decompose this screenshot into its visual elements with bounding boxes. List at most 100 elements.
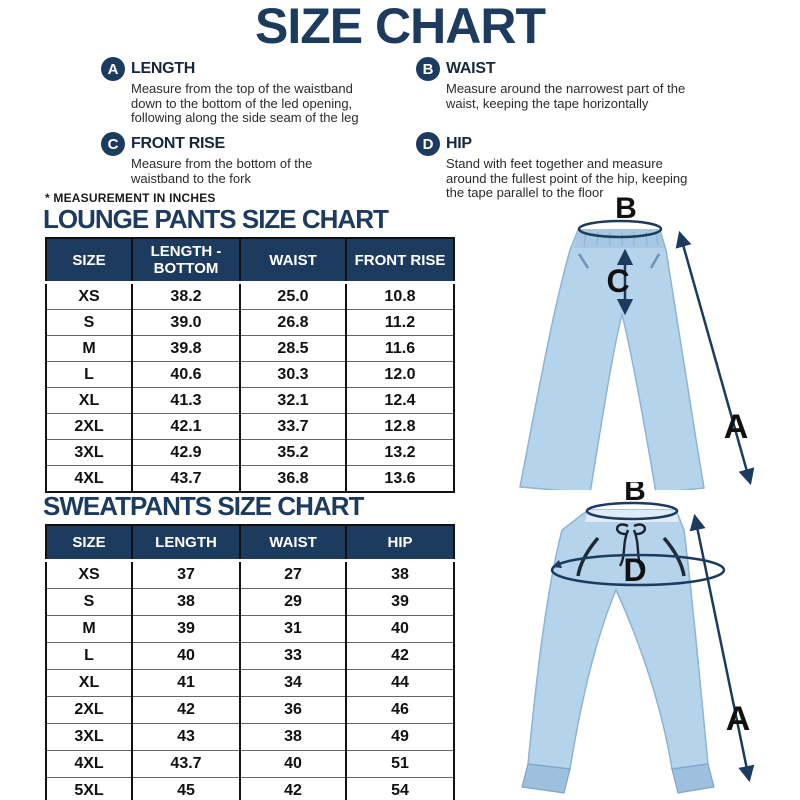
definition-desc: Measure around the narrowest part of the… (446, 81, 686, 111)
table-cell: 54 (345, 777, 454, 800)
table-cell: 38 (239, 723, 346, 751)
table-cell: 5XL (46, 777, 132, 800)
table-row: S 39.0 26.8 11.2 (46, 309, 454, 336)
waist-measure-ellipse (585, 501, 679, 521)
definition-hip: D HIP Stand with feet together and measu… (416, 132, 696, 201)
column-header: WAIST (239, 525, 346, 562)
table-cell: 42 (131, 696, 240, 724)
column-header: SIZE (46, 525, 132, 562)
waistband-gathers (583, 231, 659, 247)
table-cell: 31 (239, 615, 346, 643)
table-cell: M (46, 615, 132, 643)
table-row: XS 37 27 38 (46, 560, 454, 589)
table-row: XL 41 34 44 (46, 669, 454, 697)
page-title: SIZE CHART (255, 0, 546, 54)
label-waist-b: B (624, 482, 646, 507)
table-cell: 4XL (46, 750, 132, 778)
letter-badge-c: C (101, 132, 125, 156)
table-cell: 11.6 (345, 335, 454, 362)
table-cell: 10.8 (345, 282, 454, 310)
table-row: 4XL 43.7 40 51 (46, 750, 454, 778)
column-header: SIZE (46, 238, 132, 284)
table-cell: XL (46, 669, 132, 697)
table-header: SIZE LENGTH - BOTTOM WAIST FRONT RISE (46, 238, 454, 284)
table-row: S 38 29 39 (46, 588, 454, 616)
sweatpants-heading: SWEATPANTS SIZE CHART (43, 491, 364, 521)
table-cell: 40 (131, 642, 240, 670)
definition-desc: Measure from the bottom of the waistband… (131, 156, 313, 186)
hip-ellipse-arrowhead (552, 560, 562, 568)
definition-desc: Stand with feet together and measure aro… (446, 156, 688, 200)
table-cell: 44 (345, 669, 454, 697)
table-cell: 41 (131, 669, 240, 697)
letter-badge-d: D (416, 132, 440, 156)
table-cell: 3XL (46, 439, 132, 466)
drawstring (616, 523, 646, 571)
definition-term: FRONT RISE (131, 135, 225, 152)
table-cell: 33.7 (239, 413, 346, 440)
table-row: 2XL 42.1 33.7 12.8 (46, 413, 454, 440)
table-row: 4XL 43.7 36.8 13.6 (46, 465, 454, 492)
label-front-rise-c: C (606, 263, 629, 299)
table-cell: 49 (345, 723, 454, 751)
table-cell: 29 (239, 588, 346, 616)
table-cell: 38 (131, 588, 240, 616)
table-row: 2XL 42 36 46 (46, 696, 454, 724)
table-cell: 34 (239, 669, 346, 697)
table-cell: L (46, 361, 132, 388)
cuff-left (521, 763, 571, 794)
table-cell: 27 (239, 560, 346, 589)
sweatpants-size-table: SIZE LENGTH WAIST HIP XS 37 27 38 S 38 29 39 M 39 31 4… (45, 524, 455, 800)
table-cell: 39 (345, 588, 454, 616)
column-header: LENGTH - BOTTOM (131, 238, 240, 284)
table-cell: XS (46, 282, 132, 310)
table-cell: 2XL (46, 413, 132, 440)
table-cell: 43 (131, 723, 240, 751)
column-header: LENGTH (131, 525, 240, 562)
column-header: HIP (345, 525, 454, 562)
definition-desc: Measure from the top of the waistband do… (131, 81, 359, 125)
table-cell: 40.6 (131, 361, 240, 388)
units-note: * MEASUREMENT IN INCHES (45, 191, 216, 205)
table-cell: 40 (345, 615, 454, 643)
table-cell: 2XL (46, 696, 132, 724)
table-cell: 40 (239, 750, 346, 778)
length-arrow (689, 513, 755, 783)
table-cell: 39 (131, 615, 240, 643)
table-cell: 32.1 (239, 387, 346, 414)
table-cell: 38.2 (131, 282, 240, 310)
definition-length: A LENGTH Measure from the top of the wai… (101, 57, 381, 126)
table-cell: S (46, 588, 132, 616)
table-cell: 42.1 (131, 413, 240, 440)
label-length-a: A (724, 408, 749, 446)
table-row: XS 38.2 25.0 10.8 (46, 282, 454, 310)
label-length-a: A (726, 700, 751, 738)
pocket-slit-right (649, 253, 661, 269)
table-row: M 39 31 40 (46, 615, 454, 643)
table-cell: 46 (345, 696, 454, 724)
table-cell: 38 (345, 560, 454, 589)
table-row: L 40.6 30.3 12.0 (46, 361, 454, 388)
table-cell: 4XL (46, 465, 132, 492)
pocket-slit-left (577, 253, 590, 269)
table-cell: 33 (239, 642, 346, 670)
lounge-pants-heading: LOUNGE PANTS SIZE CHART (43, 204, 389, 234)
column-header: FRONT RISE (345, 238, 454, 284)
table-cell: S (46, 309, 132, 336)
lounge-pants-illustration: B C A (519, 194, 755, 490)
table-row: 5XL 45 42 54 (46, 777, 454, 800)
table-cell: 43.7 (131, 750, 240, 778)
sweatpants-illustration: B D A (521, 482, 755, 794)
table-row: 3XL 43 38 49 (46, 723, 454, 751)
table-body: XS 38.2 25.0 10.8 S 39.0 26.8 11.2 M 39.8 28.5 11.6… (46, 282, 454, 492)
table-cell: 26.8 (239, 309, 346, 336)
table-cell: 13.2 (345, 439, 454, 466)
table-cell: 12.0 (345, 361, 454, 388)
definition-term: WAIST (446, 60, 496, 77)
definition-term: HIP (446, 135, 472, 152)
table-cell: 42.9 (131, 439, 240, 466)
letter-badge-a: A (101, 57, 125, 81)
table-cell: 36 (239, 696, 346, 724)
sweatpants-shape (527, 509, 709, 770)
